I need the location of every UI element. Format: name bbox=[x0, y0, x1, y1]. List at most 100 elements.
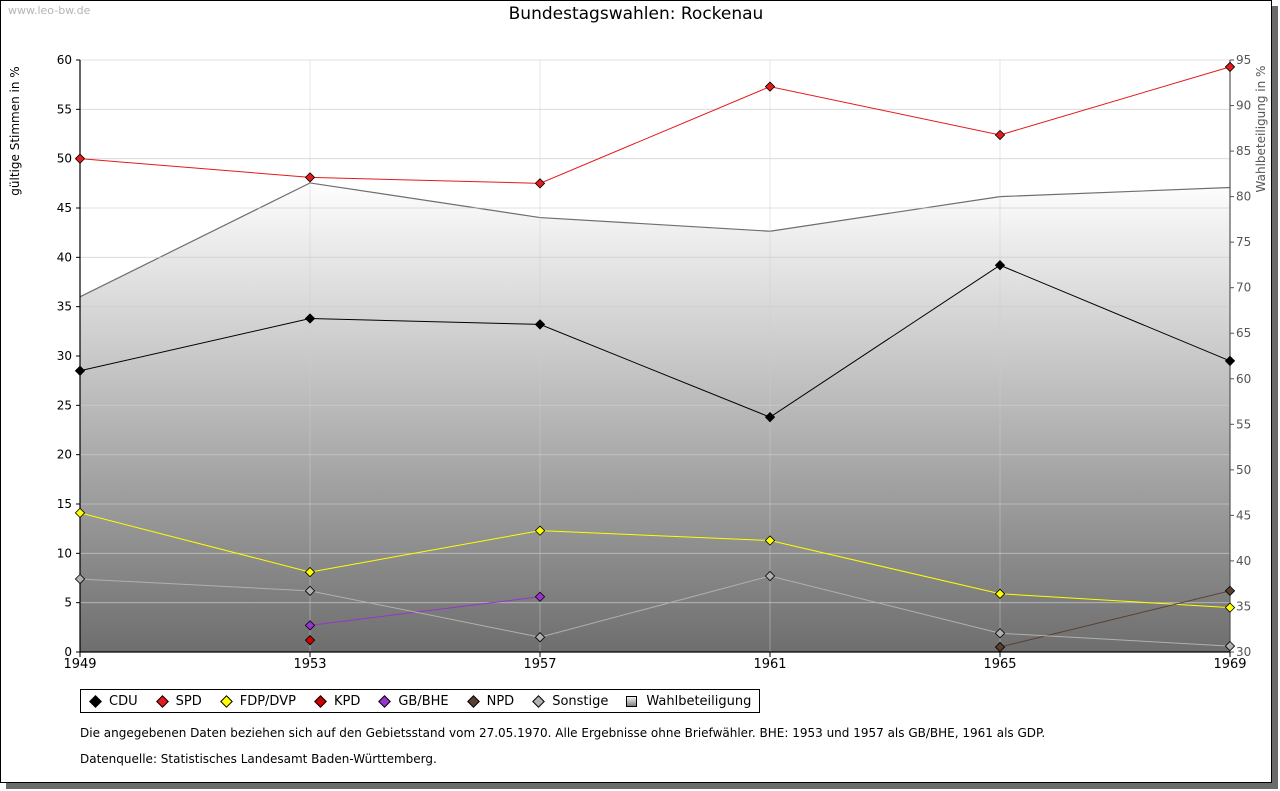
legend-marker-sonstige bbox=[532, 694, 546, 708]
y-tick-label: 35 bbox=[57, 300, 72, 314]
legend-marker-gb-bhe bbox=[378, 694, 392, 708]
series-line-spd bbox=[79, 66, 1231, 184]
x-tick-label: 1957 bbox=[523, 657, 556, 672]
y2-tick-label: 45 bbox=[1236, 508, 1251, 522]
series-line-fdp-dvp bbox=[79, 512, 1231, 609]
y2-tick-label: 60 bbox=[1236, 372, 1251, 386]
legend-marker-spd bbox=[155, 694, 169, 708]
x-tick-label: 1949 bbox=[63, 657, 96, 672]
y-tick-label: 0 bbox=[64, 645, 72, 659]
y2-tick-label: 40 bbox=[1236, 554, 1251, 568]
y-tick-label: 60 bbox=[57, 53, 72, 67]
legend-item-sonstige: Sonstige bbox=[530, 694, 608, 709]
turnout-line bbox=[79, 182, 1231, 298]
y2-tick-label: 95 bbox=[1236, 53, 1251, 67]
point-cdu-1957 bbox=[534, 319, 546, 330]
legend-marker-kpd bbox=[314, 694, 327, 708]
series-line-sonstige bbox=[79, 575, 1231, 647]
point-sonstige-1949 bbox=[74, 573, 86, 585]
series-line-gb-bhe bbox=[309, 596, 541, 626]
point-fdp-dvp-1949 bbox=[74, 507, 86, 519]
point-cdu-1961 bbox=[764, 412, 776, 423]
frame-shadow-bottom bbox=[6, 783, 1278, 789]
point-fdp-dvp-1957 bbox=[534, 525, 546, 536]
point-npd-1969 bbox=[1224, 585, 1236, 596]
legend-item-npd: NPD bbox=[465, 693, 515, 709]
point-fdp-dvp-1961 bbox=[764, 535, 776, 546]
point-spd-1957 bbox=[534, 178, 546, 189]
x-tick-label: 1965 bbox=[983, 657, 1016, 672]
point-gb-bhe-1953 bbox=[304, 620, 316, 631]
y-tick-label: 55 bbox=[57, 102, 72, 116]
point-gb-bhe-1957 bbox=[534, 591, 546, 602]
point-fdp-dvp-1953 bbox=[304, 566, 316, 578]
series-line-npd bbox=[999, 590, 1231, 648]
y2-tick-label: 75 bbox=[1236, 235, 1251, 249]
legend-label-gb-bhe: GB/BHE bbox=[398, 693, 449, 709]
y2-tick-label: 35 bbox=[1236, 599, 1251, 613]
legend-label-npd: NPD bbox=[486, 693, 515, 709]
chart-title: Bundestagswahlen: Rockenau bbox=[508, 4, 764, 24]
legend-item-wahlbeteiligung: Wahlbeteiligung bbox=[624, 694, 751, 709]
legend-marker-npd bbox=[466, 694, 480, 708]
frame-shadow-right bbox=[1272, 6, 1278, 789]
legend-item-kpd: KPD bbox=[312, 694, 360, 709]
legend-label-fdp-dvp: FDP/DVP bbox=[239, 693, 296, 709]
legend-label-sonstige: Sonstige bbox=[552, 693, 609, 709]
y-tick-label: 45 bbox=[57, 201, 72, 215]
point-sonstige-1953 bbox=[304, 585, 316, 596]
legend-marker-fdp-dvp bbox=[219, 694, 233, 708]
point-cdu-1953 bbox=[304, 313, 316, 324]
legend-item-cdu: CDU bbox=[87, 694, 138, 709]
y2-tick-label: 50 bbox=[1236, 463, 1251, 477]
point-spd-1969 bbox=[1224, 61, 1236, 73]
point-sonstige-1957 bbox=[534, 632, 546, 643]
y2-tick-label: 55 bbox=[1236, 417, 1251, 431]
legend-label-spd: SPD bbox=[175, 693, 202, 709]
x-tick-label: 1953 bbox=[293, 657, 326, 672]
legend-item-fdp-dvp: FDP/DVP bbox=[218, 694, 296, 709]
series-line-cdu bbox=[79, 264, 1231, 418]
chart-legend: CDU SPD FDP/DVP KPD GB/BHE NPD Sonstige Wahlbet… bbox=[80, 689, 761, 713]
legend-label-kpd: KPD bbox=[333, 693, 361, 709]
point-npd-1965 bbox=[994, 641, 1006, 653]
y-tick-label: 10 bbox=[57, 546, 72, 560]
y-tick-label: 15 bbox=[57, 497, 72, 511]
y-tick-label: 50 bbox=[57, 152, 72, 166]
footnote-gebietsstand: Die angegebenen Daten beziehen sich auf … bbox=[80, 726, 1046, 740]
point-sonstige-1969 bbox=[1224, 640, 1236, 652]
y-tick-label: 30 bbox=[57, 349, 72, 363]
point-cdu-1965 bbox=[994, 260, 1006, 271]
legend-marker-wahlbeteiligung bbox=[626, 695, 638, 707]
y-tick-label: 5 bbox=[64, 596, 72, 610]
legend-label-cdu: CDU bbox=[109, 693, 138, 709]
turnout-area bbox=[80, 182, 1230, 652]
y-tick-label: 20 bbox=[57, 448, 72, 462]
y2-tick-label: 70 bbox=[1236, 281, 1251, 295]
point-kpd-1953 bbox=[304, 634, 316, 646]
point-spd-1949 bbox=[74, 153, 86, 164]
watermark: www.leo-bw.de bbox=[8, 4, 91, 17]
point-cdu-1969 bbox=[1224, 355, 1236, 367]
x-tick-label: 1961 bbox=[753, 657, 786, 672]
y2-tick-label: 90 bbox=[1236, 99, 1251, 113]
footnote-datenquelle: Datenquelle: Statistisches Landesamt Bad… bbox=[80, 752, 437, 766]
point-spd-1953 bbox=[304, 172, 316, 183]
y2-tick-label: 30 bbox=[1236, 645, 1251, 659]
point-sonstige-1961 bbox=[764, 570, 776, 582]
y-tick-label: 25 bbox=[57, 398, 72, 412]
legend-item-spd: SPD bbox=[154, 694, 202, 709]
legend-item-gb-bhe: GB/BHE bbox=[376, 693, 449, 709]
point-spd-1961 bbox=[764, 81, 776, 92]
x-tick-label: 1969 bbox=[1213, 657, 1246, 672]
legend-marker-cdu bbox=[89, 694, 102, 708]
point-spd-1965 bbox=[994, 129, 1006, 141]
point-sonstige-1965 bbox=[994, 628, 1006, 639]
point-fdp-dvp-1965 bbox=[994, 588, 1006, 599]
y2-tick-label: 85 bbox=[1236, 144, 1251, 158]
y2-tick-label: 65 bbox=[1236, 326, 1251, 340]
point-cdu-1949 bbox=[74, 365, 86, 376]
y2-tick-label: 80 bbox=[1236, 190, 1251, 204]
point-fdp-dvp-1969 bbox=[1224, 602, 1236, 613]
